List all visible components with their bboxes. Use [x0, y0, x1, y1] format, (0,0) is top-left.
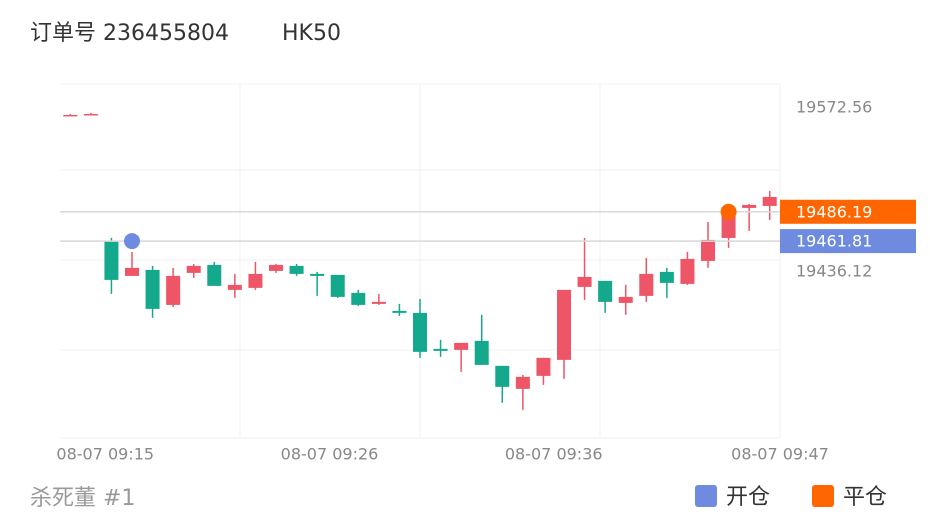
- candle-body: [83, 113, 98, 116]
- candle-body: [742, 204, 757, 208]
- trade-marker: [124, 233, 140, 250]
- legend-swatch: [812, 485, 834, 507]
- y-tick-label: 19572.56: [796, 97, 872, 116]
- candle-body: [536, 357, 551, 376]
- candle-body: [721, 213, 736, 238]
- candle-body: [618, 296, 633, 303]
- grid: [60, 83, 781, 439]
- x-tick-label: 08-07 09:15: [56, 445, 154, 464]
- y-tick-label: 19436.12: [796, 261, 872, 280]
- candle-body: [145, 269, 160, 309]
- legend-swatch: [695, 485, 717, 507]
- candle-body: [227, 284, 242, 290]
- candle-body: [207, 264, 222, 286]
- candle-body: [433, 348, 448, 351]
- candle-body: [762, 196, 777, 206]
- candle-body: [166, 275, 181, 305]
- candle-body: [248, 273, 263, 288]
- candle-body: [639, 273, 654, 296]
- candle-body: [125, 267, 139, 276]
- candle-body: [495, 365, 510, 387]
- trade-marker: [720, 203, 737, 220]
- price-badge: [780, 199, 916, 224]
- order-number: 订单号 236455804: [30, 21, 229, 46]
- x-tick-label: 08-07 09:36: [505, 445, 603, 464]
- candle-body: [104, 240, 119, 280]
- legend-label: 平仓: [843, 485, 887, 510]
- candle-body: [515, 376, 530, 389]
- candle-body: [351, 292, 366, 305]
- candle-body: [186, 265, 201, 273]
- candle-body: [659, 271, 674, 283]
- price-badge-label: 19461.81: [796, 232, 872, 251]
- price-badge: [780, 229, 916, 254]
- x-tick-label: 08-07 09:26: [281, 445, 379, 464]
- candle-body: [413, 312, 427, 352]
- candle-body: [392, 310, 407, 313]
- user-name: 杀死董 #1: [30, 486, 135, 511]
- candle-body: [598, 280, 613, 302]
- candle-body: [454, 342, 469, 350]
- candle-body: [330, 274, 345, 297]
- legend-label: 开仓: [726, 485, 770, 510]
- candle-body: [474, 340, 489, 365]
- x-tick-label: 08-07 09:47: [731, 445, 829, 464]
- price-badge-label: 19486.19: [796, 202, 872, 221]
- candle-body: [269, 264, 283, 271]
- candle-body: [310, 273, 325, 276]
- candle-body: [680, 258, 695, 284]
- candle-body: [577, 276, 592, 287]
- candle-body: [63, 114, 78, 117]
- symbol: HK50: [282, 21, 341, 46]
- candle-body: [371, 301, 386, 304]
- candle-body: [289, 265, 304, 274]
- candle-body: [557, 289, 571, 360]
- candle-body: [701, 239, 715, 261]
